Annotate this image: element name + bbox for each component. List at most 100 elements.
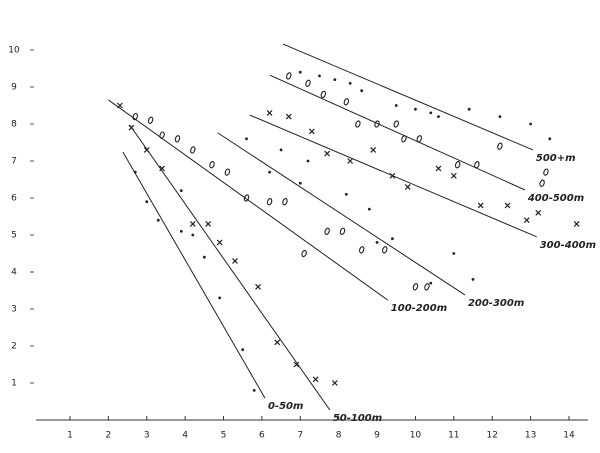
y-tick-label: 4 <box>11 268 17 278</box>
fit-line <box>122 151 266 399</box>
x-point <box>159 165 166 172</box>
dot-point <box>471 278 475 281</box>
x-point <box>404 183 411 190</box>
o-point <box>320 90 327 99</box>
dot-point <box>241 348 245 352</box>
dot-point <box>298 70 302 74</box>
dot-point <box>279 148 283 152</box>
x-tick-label: 3 <box>144 431 150 441</box>
y-tick-label: 6 <box>11 194 17 204</box>
line-label: 300-400m <box>540 240 596 251</box>
o-point <box>355 120 361 128</box>
x-point <box>189 220 196 227</box>
fit-line <box>217 132 466 296</box>
dot-point <box>498 115 502 118</box>
o-point <box>382 246 388 254</box>
y-tick-label: 7 <box>11 157 17 167</box>
dot-point <box>344 192 348 196</box>
x-tick-label: 14 <box>563 431 575 441</box>
x-tick-label: 9 <box>374 431 380 441</box>
o-point <box>474 161 480 169</box>
line-label: 100-200m <box>391 303 447 314</box>
o-point <box>209 161 215 169</box>
x-point <box>331 380 338 386</box>
x-tick-label: 10 <box>410 431 422 441</box>
x-point <box>573 220 580 227</box>
x-point <box>232 257 238 264</box>
o-point <box>305 79 311 87</box>
dot-point <box>156 218 160 222</box>
dot-point <box>529 122 532 126</box>
fit-line <box>129 124 331 411</box>
o-point <box>301 249 307 258</box>
o-point <box>454 161 461 169</box>
y-tick-label: 1 <box>11 379 17 389</box>
x-point <box>435 165 442 172</box>
x-point <box>255 283 261 290</box>
o-point <box>374 120 380 128</box>
dot-point <box>298 181 302 185</box>
dot-point <box>467 107 471 111</box>
dot-point <box>437 115 440 118</box>
dot-point <box>145 200 149 204</box>
o-point <box>416 135 422 143</box>
dot-point <box>375 241 379 244</box>
o-point <box>286 72 292 80</box>
line-label: 400-500m <box>527 193 584 204</box>
y-tick-label: 8 <box>11 120 17 130</box>
x-point <box>477 202 484 209</box>
o-point <box>190 146 196 154</box>
fit-line <box>282 43 534 151</box>
x-point <box>266 109 273 116</box>
x-point <box>274 339 281 346</box>
line-label: 0-50m <box>268 401 303 412</box>
x-point <box>216 239 223 246</box>
dot-point <box>218 296 222 300</box>
x-point <box>504 202 511 209</box>
dot-point <box>452 252 456 255</box>
o-point <box>539 179 545 187</box>
o-point <box>412 283 419 291</box>
x-point <box>143 146 150 153</box>
x-point <box>535 209 542 216</box>
dot-point <box>429 111 433 115</box>
o-point <box>282 198 288 206</box>
dot-point <box>360 89 364 93</box>
x-point <box>293 361 300 368</box>
o-point <box>159 131 165 139</box>
y-tick-label: 5 <box>11 231 17 241</box>
dot-point <box>202 255 206 259</box>
dot-point <box>245 137 248 141</box>
x-tick-label: 6 <box>259 431 265 441</box>
dot-point <box>548 137 552 141</box>
dot-point <box>306 159 310 163</box>
x-tick-label: 1 <box>67 431 73 441</box>
x-point <box>523 217 530 224</box>
x-point <box>116 102 123 109</box>
x-point <box>308 128 315 135</box>
o-point <box>324 227 330 235</box>
x-tick-label: 5 <box>221 431 227 441</box>
x-point <box>389 172 396 179</box>
x-point <box>370 146 377 153</box>
dot-point <box>252 389 256 392</box>
dot-point <box>191 233 195 237</box>
x-point <box>285 113 292 120</box>
dot-point <box>391 237 394 241</box>
x-point <box>128 124 135 131</box>
x-point <box>312 376 319 383</box>
x-tick-label: 11 <box>448 431 459 441</box>
dot-point <box>394 104 398 107</box>
line-label: 50-100m <box>333 413 382 424</box>
y-tick-label: 3 <box>11 305 17 315</box>
o-point <box>358 246 365 254</box>
x-tick-label: 13 <box>525 431 536 441</box>
x-tick-label: 12 <box>486 431 497 441</box>
o-point <box>243 194 250 202</box>
dot-point <box>133 170 137 174</box>
x-point <box>205 220 212 227</box>
line-label: 200-300m <box>468 298 524 309</box>
x-point <box>347 158 354 164</box>
o-point <box>424 283 430 291</box>
